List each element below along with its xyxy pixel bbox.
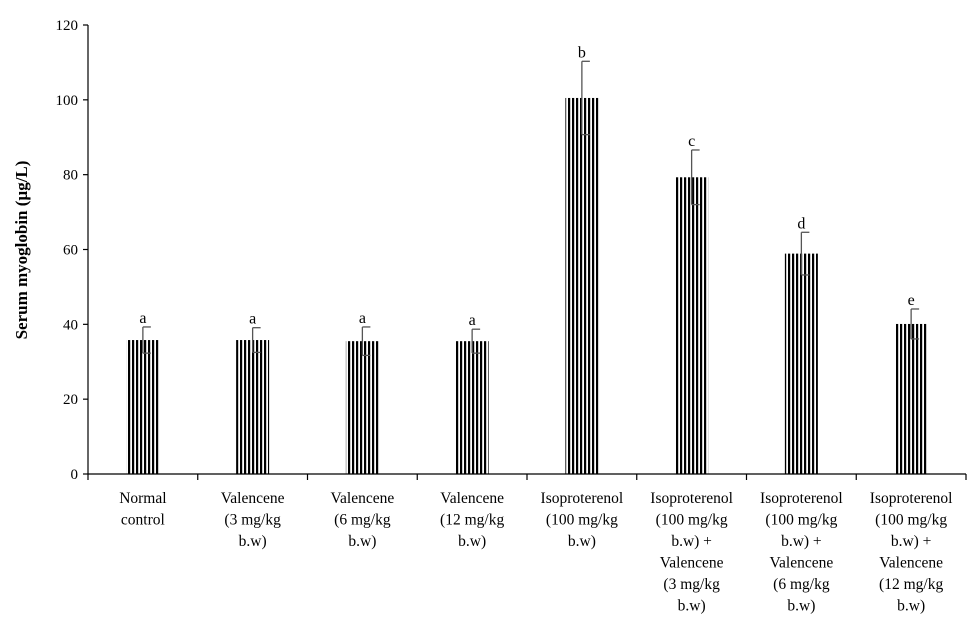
- y-tick-label: 120: [56, 18, 79, 34]
- category-label: Valencene (6 mg/kg b.w): [331, 490, 395, 550]
- significance-label: d: [797, 215, 805, 232]
- error-bar: [581, 60, 590, 136]
- y-tick-label: 20: [63, 392, 78, 408]
- y-axis-title: Serum myoglobin (µg/L): [12, 161, 31, 340]
- error-bar: [251, 327, 261, 354]
- error-bar: [142, 326, 151, 354]
- x-axis-labels: Normal control Valencene (3 mg/kg b.w) Valenc…: [119, 490, 952, 615]
- category-label: Valencene (12 mg/kg b.w): [440, 490, 504, 550]
- error-bar: [910, 308, 920, 340]
- category-label: Isoproterenol (100 mg/kg b.w) + Valencene (3…: [650, 490, 733, 615]
- category-label: Isoproterenol (100 mg/kg b.w) + Valencene (6…: [760, 490, 843, 615]
- significance-label: b: [578, 44, 586, 61]
- bar: [894, 323, 928, 474]
- y-tick-label: 60: [63, 243, 78, 259]
- y-tick-label: 0: [71, 467, 79, 483]
- significance-label: a: [469, 312, 476, 329]
- error-bar: [471, 328, 481, 354]
- bar: [675, 177, 709, 474]
- bar: [455, 341, 489, 474]
- bar: [784, 253, 818, 474]
- error-bar: [690, 149, 700, 206]
- category-label: Normal control: [119, 490, 166, 529]
- significance-label: e: [908, 292, 915, 309]
- y-tick-label: 40: [63, 317, 78, 333]
- error-bars: [142, 60, 920, 357]
- significance-labels: a a a a b c d e: [139, 44, 914, 329]
- y-tick-label: 80: [63, 168, 78, 184]
- significance-label: a: [249, 311, 256, 328]
- significance-label: a: [359, 310, 366, 327]
- category-label: Isoproterenol (100 mg/kg b.w): [541, 490, 624, 550]
- error-bar: [361, 326, 371, 357]
- significance-label: a: [139, 310, 146, 327]
- y-axis-ticks: 0 20 40 60 80 100 120: [56, 18, 88, 483]
- y-tick-label: 100: [56, 93, 79, 109]
- bar: [126, 340, 160, 474]
- significance-label: c: [688, 133, 695, 150]
- bar: [345, 341, 379, 474]
- axes: [87, 25, 967, 480]
- category-label: Isoproterenol (100 mg/kg b.w) + Valencene (1…: [870, 490, 953, 615]
- error-bar: [800, 231, 810, 276]
- bars: [126, 97, 928, 475]
- bar: [236, 340, 270, 474]
- category-label: Valencene (3 mg/kg b.w): [221, 490, 285, 550]
- bar: [565, 97, 599, 475]
